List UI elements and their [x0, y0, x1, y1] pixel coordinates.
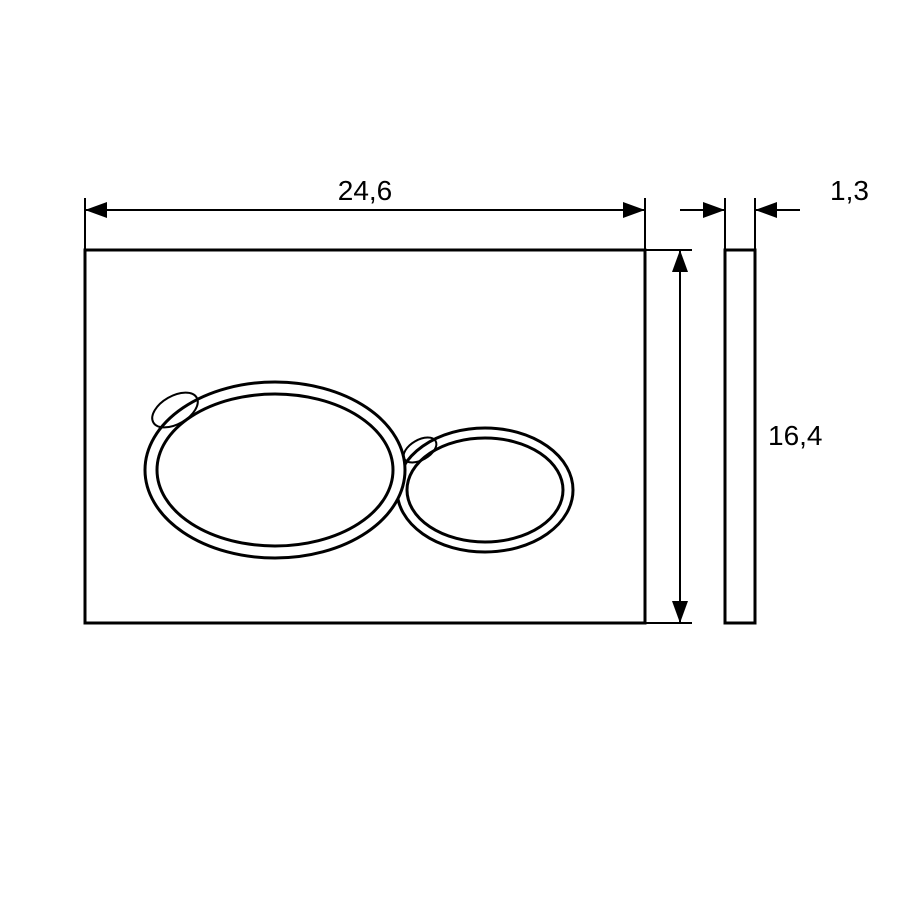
arrow-head — [85, 202, 107, 218]
plate-side-view — [725, 250, 755, 623]
arrow-head — [672, 601, 688, 623]
arrow-head — [755, 202, 777, 218]
arrow-head — [672, 250, 688, 272]
arrow-head — [623, 202, 645, 218]
dim-thick-label: 1,3 — [830, 175, 869, 206]
arrow-head — [703, 202, 725, 218]
dim-width-label: 24,6 — [338, 175, 393, 206]
large-button-inner — [157, 394, 393, 546]
technical-drawing: 24,6 16,4 1,3 — [0, 0, 900, 900]
dim-height-label: 16,4 — [768, 420, 823, 451]
